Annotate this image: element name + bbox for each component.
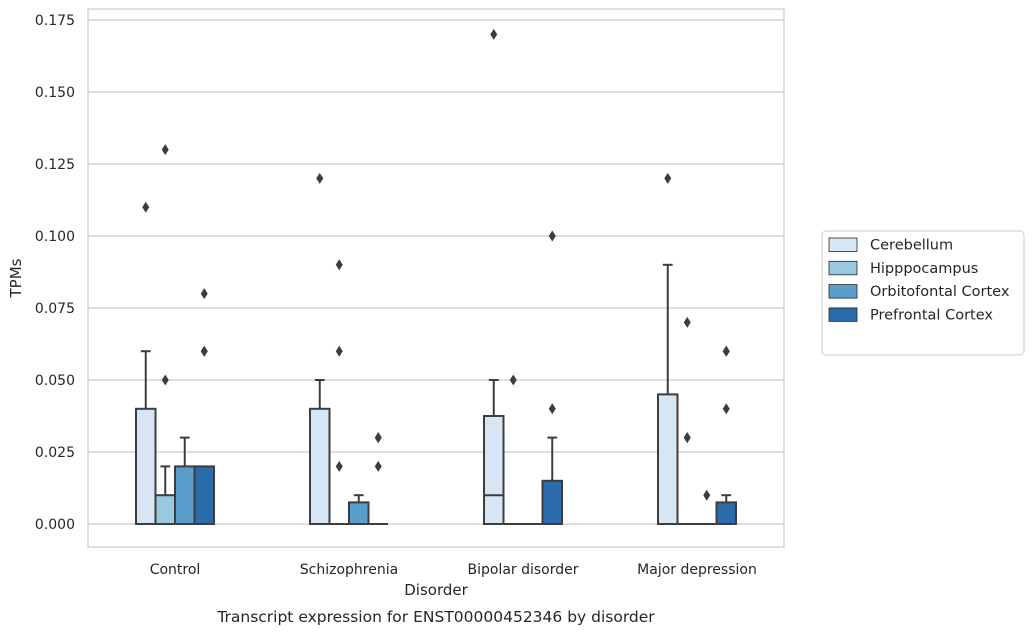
box-body xyxy=(154,494,176,526)
outlier-point xyxy=(335,460,343,472)
box-cerebellum xyxy=(483,28,505,525)
outlier-point xyxy=(374,432,382,444)
y-tick-label: 0.000 xyxy=(35,517,75,533)
outlier-point xyxy=(509,374,517,386)
box-body xyxy=(135,407,157,525)
box-prefrontal-cortex xyxy=(193,288,215,525)
y-tick-label: 0.075 xyxy=(35,301,75,317)
outlier-point xyxy=(161,374,169,386)
outlier-point xyxy=(683,316,691,328)
box-orbitofontal-cortex xyxy=(348,494,370,525)
outlier-point xyxy=(200,288,208,300)
outlier-point xyxy=(683,432,691,444)
legend-entry-label: Orbitofontal Cortex xyxy=(870,284,1010,300)
box-cerebellum xyxy=(135,201,157,525)
legend-entry-label: Cerebellum xyxy=(870,238,953,254)
outlier-point xyxy=(548,403,556,415)
box-body xyxy=(541,479,563,525)
box-body xyxy=(348,501,370,525)
box-body xyxy=(309,407,331,525)
legend-swatch xyxy=(828,260,858,276)
x-tick-label: Bipolar disorder xyxy=(467,562,578,578)
box-prefrontal-cortex xyxy=(541,230,563,525)
box-hipppocampus xyxy=(503,374,523,525)
legend-entry-label: Prefrontal Cortex xyxy=(870,307,993,323)
legend-frame xyxy=(821,230,1025,356)
outlier-point xyxy=(548,230,556,242)
plot-frame xyxy=(87,8,785,548)
outlier-point xyxy=(722,345,730,357)
chart-caption: Transcript expression for ENST0000045234… xyxy=(216,608,655,626)
box-orbitofontal-cortex xyxy=(697,489,717,525)
outlier-point xyxy=(374,460,382,472)
y-tick-label: 0.150 xyxy=(35,85,75,101)
legend-swatch xyxy=(828,284,858,299)
outlier-point xyxy=(703,489,711,501)
outlier-point xyxy=(664,172,672,184)
outlier-point xyxy=(722,403,730,415)
legend-swatch xyxy=(828,307,858,322)
x-axis-label: Disorder xyxy=(404,581,468,599)
box-body xyxy=(657,393,679,525)
y-tick-label: 0.025 xyxy=(35,445,75,461)
legend-entry-label: Hipppocampus xyxy=(870,261,978,277)
outlier-point xyxy=(335,259,343,271)
outlier-point xyxy=(200,345,208,357)
y-tick-label: 0.100 xyxy=(35,229,75,245)
y-tick-label: 0.125 xyxy=(35,157,75,173)
x-tick-label: Major depression xyxy=(637,562,757,578)
box-cerebellum xyxy=(309,172,331,525)
box-cerebellum xyxy=(657,172,679,525)
box-body xyxy=(483,415,505,525)
x-tick-label: Schizophrenia xyxy=(300,562,398,578)
box-hipppocampus xyxy=(329,259,349,525)
legend: Cerebellum Hipppocampus Orbitofontal Corte… xyxy=(821,230,1025,356)
x-tick-label: Control xyxy=(150,562,201,578)
outlier-point xyxy=(142,201,150,213)
box-body xyxy=(174,465,196,525)
outlier-point xyxy=(490,28,498,40)
y-axis-label: TPMs xyxy=(7,258,25,298)
box-body xyxy=(715,501,737,525)
box-body xyxy=(193,465,215,525)
box-prefrontal-cortex xyxy=(368,432,388,525)
outlier-point xyxy=(335,345,343,357)
legend-swatch xyxy=(828,237,858,252)
box-orbitofontal-cortex xyxy=(174,436,196,525)
outlier-point xyxy=(316,172,324,184)
y-axis-ticks: 0.000 0.025 0.050 0.075 0.100 0.125 0.150 0.175 xyxy=(35,13,75,533)
outlier-point xyxy=(161,144,169,156)
x-axis-ticks: Control Schizophrenia Bipolar disorder Majo… xyxy=(150,562,757,578)
box-prefrontal-cortex xyxy=(715,345,737,525)
y-tick-label: 0.050 xyxy=(35,373,75,389)
box-hipppocampus xyxy=(677,316,697,525)
box-plots xyxy=(135,28,737,526)
y-tick-label: 0.175 xyxy=(35,13,75,29)
